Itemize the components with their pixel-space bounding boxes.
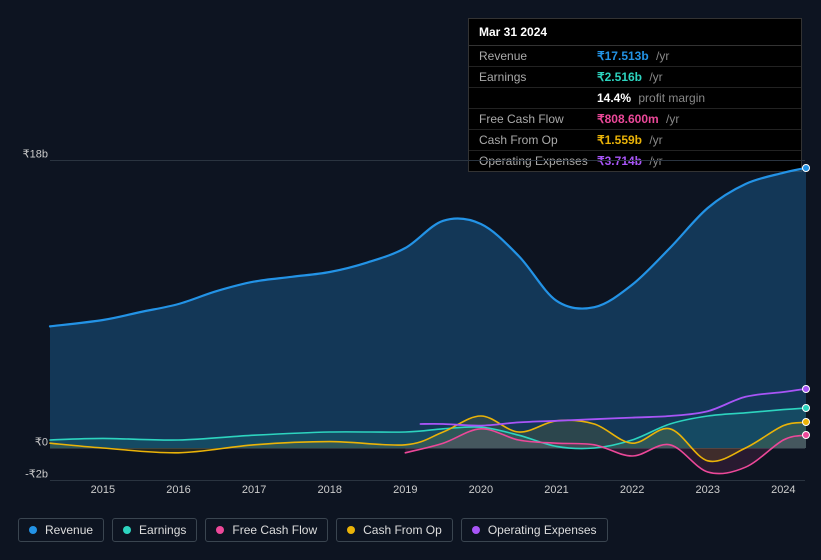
tooltip-suffix: /yr — [646, 133, 663, 147]
tooltip-value-wrap: ₹17.513b /yr — [597, 49, 669, 63]
legend-dot-icon — [347, 526, 355, 534]
tooltip-value-wrap: ₹2.516b /yr — [597, 70, 663, 84]
tooltip-row: 14.4% profit margin — [469, 88, 801, 109]
y-axis-label: ₹18b — [18, 148, 48, 161]
legend-item-revenue[interactable]: Revenue — [18, 518, 104, 542]
x-axis-label: 2020 — [469, 484, 493, 496]
legend-item-free-cash-flow[interactable]: Free Cash Flow — [205, 518, 328, 542]
chart-plot-area[interactable] — [50, 160, 806, 480]
tooltip-suffix: /yr — [653, 49, 670, 63]
legend-dot-icon — [123, 526, 131, 534]
legend-label: Operating Expenses — [488, 523, 597, 537]
legend-label: Cash From Op — [363, 523, 442, 537]
tooltip-value: ₹808.600m — [597, 112, 659, 126]
tooltip-label: Free Cash Flow — [479, 112, 597, 126]
tooltip-value: 14.4% — [597, 91, 631, 105]
x-axis-label: 2017 — [242, 484, 266, 496]
series-end-marker — [802, 418, 810, 426]
legend-dot-icon — [472, 526, 480, 534]
x-axis-label: 2021 — [544, 484, 568, 496]
tooltip-label: Cash From Op — [479, 133, 597, 147]
tooltip-value: ₹17.513b — [597, 49, 649, 63]
y-axis-label: ₹0 — [18, 436, 48, 449]
tooltip-suffix: /yr — [646, 70, 663, 84]
series-end-marker — [802, 404, 810, 412]
legend-item-cash-from-op[interactable]: Cash From Op — [336, 518, 453, 542]
x-axis-label: 2024 — [771, 484, 795, 496]
series-end-marker — [802, 164, 810, 172]
financial-chart: Mar 31 2024 Revenue₹17.513b /yrEarnings₹… — [0, 0, 821, 560]
tooltip-row: Revenue₹17.513b /yr — [469, 46, 801, 67]
tooltip-value-wrap: ₹808.600m /yr — [597, 112, 679, 126]
legend-dot-icon — [216, 526, 224, 534]
gridline — [50, 480, 805, 481]
tooltip-value: ₹2.516b — [597, 70, 642, 84]
x-axis-label: 2023 — [695, 484, 719, 496]
x-axis-label: 2018 — [317, 484, 341, 496]
tooltip-label: Earnings — [479, 70, 597, 84]
series-end-marker — [802, 431, 810, 439]
tooltip-label: Revenue — [479, 49, 597, 63]
series-end-marker — [802, 385, 810, 393]
chart-tooltip: Mar 31 2024 Revenue₹17.513b /yrEarnings₹… — [468, 18, 802, 172]
tooltip-row: Cash From Op₹1.559b /yr — [469, 130, 801, 151]
legend-label: Free Cash Flow — [232, 523, 317, 537]
tooltip-row: Earnings₹2.516b /yr — [469, 67, 801, 88]
tooltip-suffix: profit margin — [635, 91, 705, 105]
chart-legend: Revenue Earnings Free Cash Flow Cash From O… — [18, 518, 608, 542]
legend-label: Revenue — [45, 523, 93, 537]
tooltip-value-wrap: ₹1.559b /yr — [597, 133, 663, 147]
tooltip-value: ₹1.559b — [597, 133, 642, 147]
y-axis-label: -₹2b — [18, 468, 48, 481]
tooltip-date: Mar 31 2024 — [469, 19, 801, 46]
tooltip-suffix: /yr — [663, 112, 680, 126]
legend-item-earnings[interactable]: Earnings — [112, 518, 197, 542]
legend-label: Earnings — [139, 523, 186, 537]
x-axis-label: 2019 — [393, 484, 417, 496]
tooltip-row: Free Cash Flow₹808.600m /yr — [469, 109, 801, 130]
legend-item-operating-expenses[interactable]: Operating Expenses — [461, 518, 608, 542]
legend-dot-icon — [29, 526, 37, 534]
tooltip-label — [479, 91, 597, 105]
tooltip-value-wrap: 14.4% profit margin — [597, 91, 705, 105]
x-axis-label: 2016 — [166, 484, 190, 496]
x-axis-label: 2022 — [620, 484, 644, 496]
x-axis-label: 2015 — [91, 484, 115, 496]
